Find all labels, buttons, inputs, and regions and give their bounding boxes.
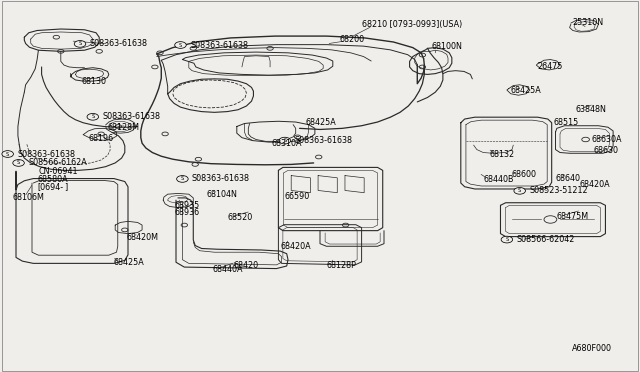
- Text: 68420A: 68420A: [280, 242, 311, 251]
- Text: S: S: [91, 114, 95, 119]
- Text: S: S: [6, 151, 10, 157]
- Text: S: S: [180, 176, 184, 182]
- Text: 68132: 68132: [490, 150, 515, 159]
- Text: 68200: 68200: [339, 35, 364, 44]
- Text: 68475M: 68475M: [557, 212, 589, 221]
- Text: 68630: 68630: [594, 146, 619, 155]
- Text: S: S: [179, 42, 182, 48]
- Text: S08363-61638: S08363-61638: [90, 39, 148, 48]
- Text: S: S: [78, 41, 82, 46]
- Text: 68104N: 68104N: [206, 190, 237, 199]
- Text: 68310A: 68310A: [272, 139, 303, 148]
- Text: 68130: 68130: [82, 77, 107, 86]
- Text: S08523-51212: S08523-51212: [529, 186, 588, 195]
- Text: 68580A: 68580A: [37, 175, 68, 184]
- Text: 68936: 68936: [174, 208, 199, 217]
- Circle shape: [175, 42, 186, 48]
- Text: 68640: 68640: [556, 174, 580, 183]
- Text: 68440B: 68440B: [483, 175, 514, 184]
- Text: 68420M: 68420M: [127, 233, 159, 242]
- Text: 26475: 26475: [538, 62, 563, 71]
- Text: CN-06941: CN-06941: [38, 167, 78, 176]
- Text: 68935: 68935: [174, 201, 199, 210]
- Text: 68425A: 68425A: [306, 118, 337, 126]
- Text: 68196: 68196: [88, 134, 113, 143]
- Text: 68106M: 68106M: [13, 193, 45, 202]
- Text: 68100N: 68100N: [432, 42, 463, 51]
- Circle shape: [87, 113, 99, 120]
- Circle shape: [279, 137, 291, 144]
- Text: A680F000: A680F000: [572, 344, 612, 353]
- Text: 63848N: 63848N: [576, 105, 607, 114]
- Text: S08566-6162A: S08566-6162A: [28, 158, 87, 167]
- Text: 25310N: 25310N: [573, 18, 604, 27]
- Text: S08363-61638: S08363-61638: [190, 41, 248, 49]
- Circle shape: [501, 236, 513, 243]
- Text: S08363-61638: S08363-61638: [17, 150, 76, 158]
- Text: 66590: 66590: [285, 192, 310, 201]
- Text: S: S: [17, 160, 20, 166]
- Text: 68128M: 68128M: [108, 123, 140, 132]
- Text: 68420: 68420: [234, 262, 259, 270]
- Circle shape: [2, 151, 13, 157]
- Text: S08566-62042: S08566-62042: [516, 235, 575, 244]
- Circle shape: [514, 187, 525, 194]
- Text: S: S: [505, 237, 509, 242]
- Text: S: S: [518, 188, 522, 193]
- Text: 68440A: 68440A: [212, 265, 243, 274]
- Text: 68420A: 68420A: [579, 180, 610, 189]
- Text: 68210 [0793-0993](USA): 68210 [0793-0993](USA): [362, 20, 462, 29]
- Circle shape: [13, 160, 24, 166]
- Text: 68600: 68600: [512, 170, 537, 179]
- Text: 68520: 68520: [227, 213, 252, 222]
- Text: 68515: 68515: [554, 118, 579, 126]
- Text: S08363-61638: S08363-61638: [102, 112, 161, 121]
- Text: [0694-: [0694-: [37, 182, 63, 191]
- Circle shape: [177, 176, 188, 182]
- Text: S: S: [283, 138, 287, 143]
- Text: 68128P: 68128P: [326, 262, 356, 270]
- Circle shape: [74, 41, 86, 47]
- Text: 68630A: 68630A: [592, 135, 623, 144]
- Text: 68425A: 68425A: [114, 258, 145, 267]
- Text: ]: ]: [64, 182, 67, 191]
- Text: 68425A: 68425A: [511, 86, 541, 94]
- Text: S08363-61638: S08363-61638: [192, 174, 250, 183]
- Text: S08363-61638: S08363-61638: [294, 136, 353, 145]
